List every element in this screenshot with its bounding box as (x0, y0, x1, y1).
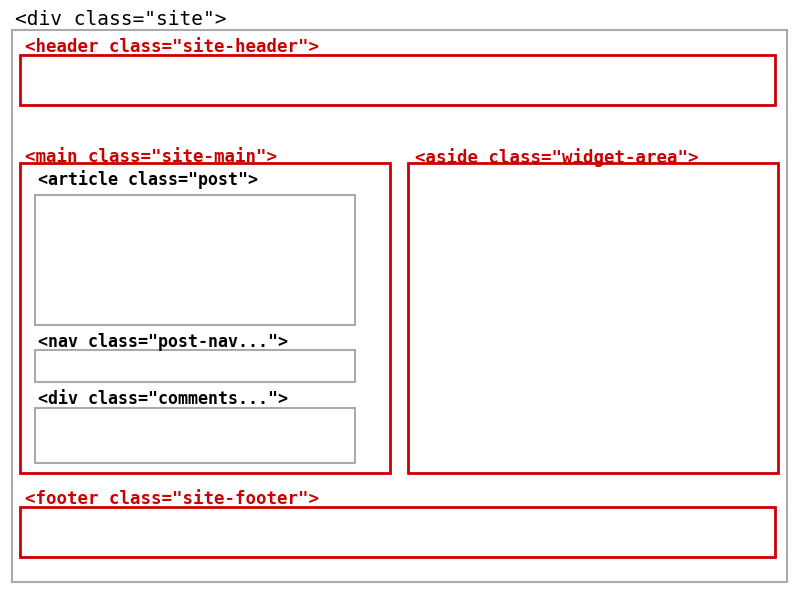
Bar (35, 408, 355, 463)
Bar (20, 163, 390, 473)
Text: <footer class="site-footer">: <footer class="site-footer"> (25, 490, 319, 508)
Bar (35, 195, 355, 325)
Bar (408, 163, 778, 473)
Bar (35, 350, 355, 382)
Bar (20, 507, 775, 557)
Text: <main class="site-main">: <main class="site-main"> (25, 148, 277, 166)
Text: <header class="site-header">: <header class="site-header"> (25, 38, 319, 56)
Text: <nav class="post-nav...">: <nav class="post-nav..."> (38, 333, 288, 351)
Text: <article class="post">: <article class="post"> (38, 170, 258, 189)
Text: <div class="site">: <div class="site"> (15, 10, 226, 29)
Text: <div class="comments...">: <div class="comments..."> (38, 390, 288, 408)
Bar (20, 55, 775, 105)
Text: <aside class="widget-area">: <aside class="widget-area"> (415, 148, 698, 167)
